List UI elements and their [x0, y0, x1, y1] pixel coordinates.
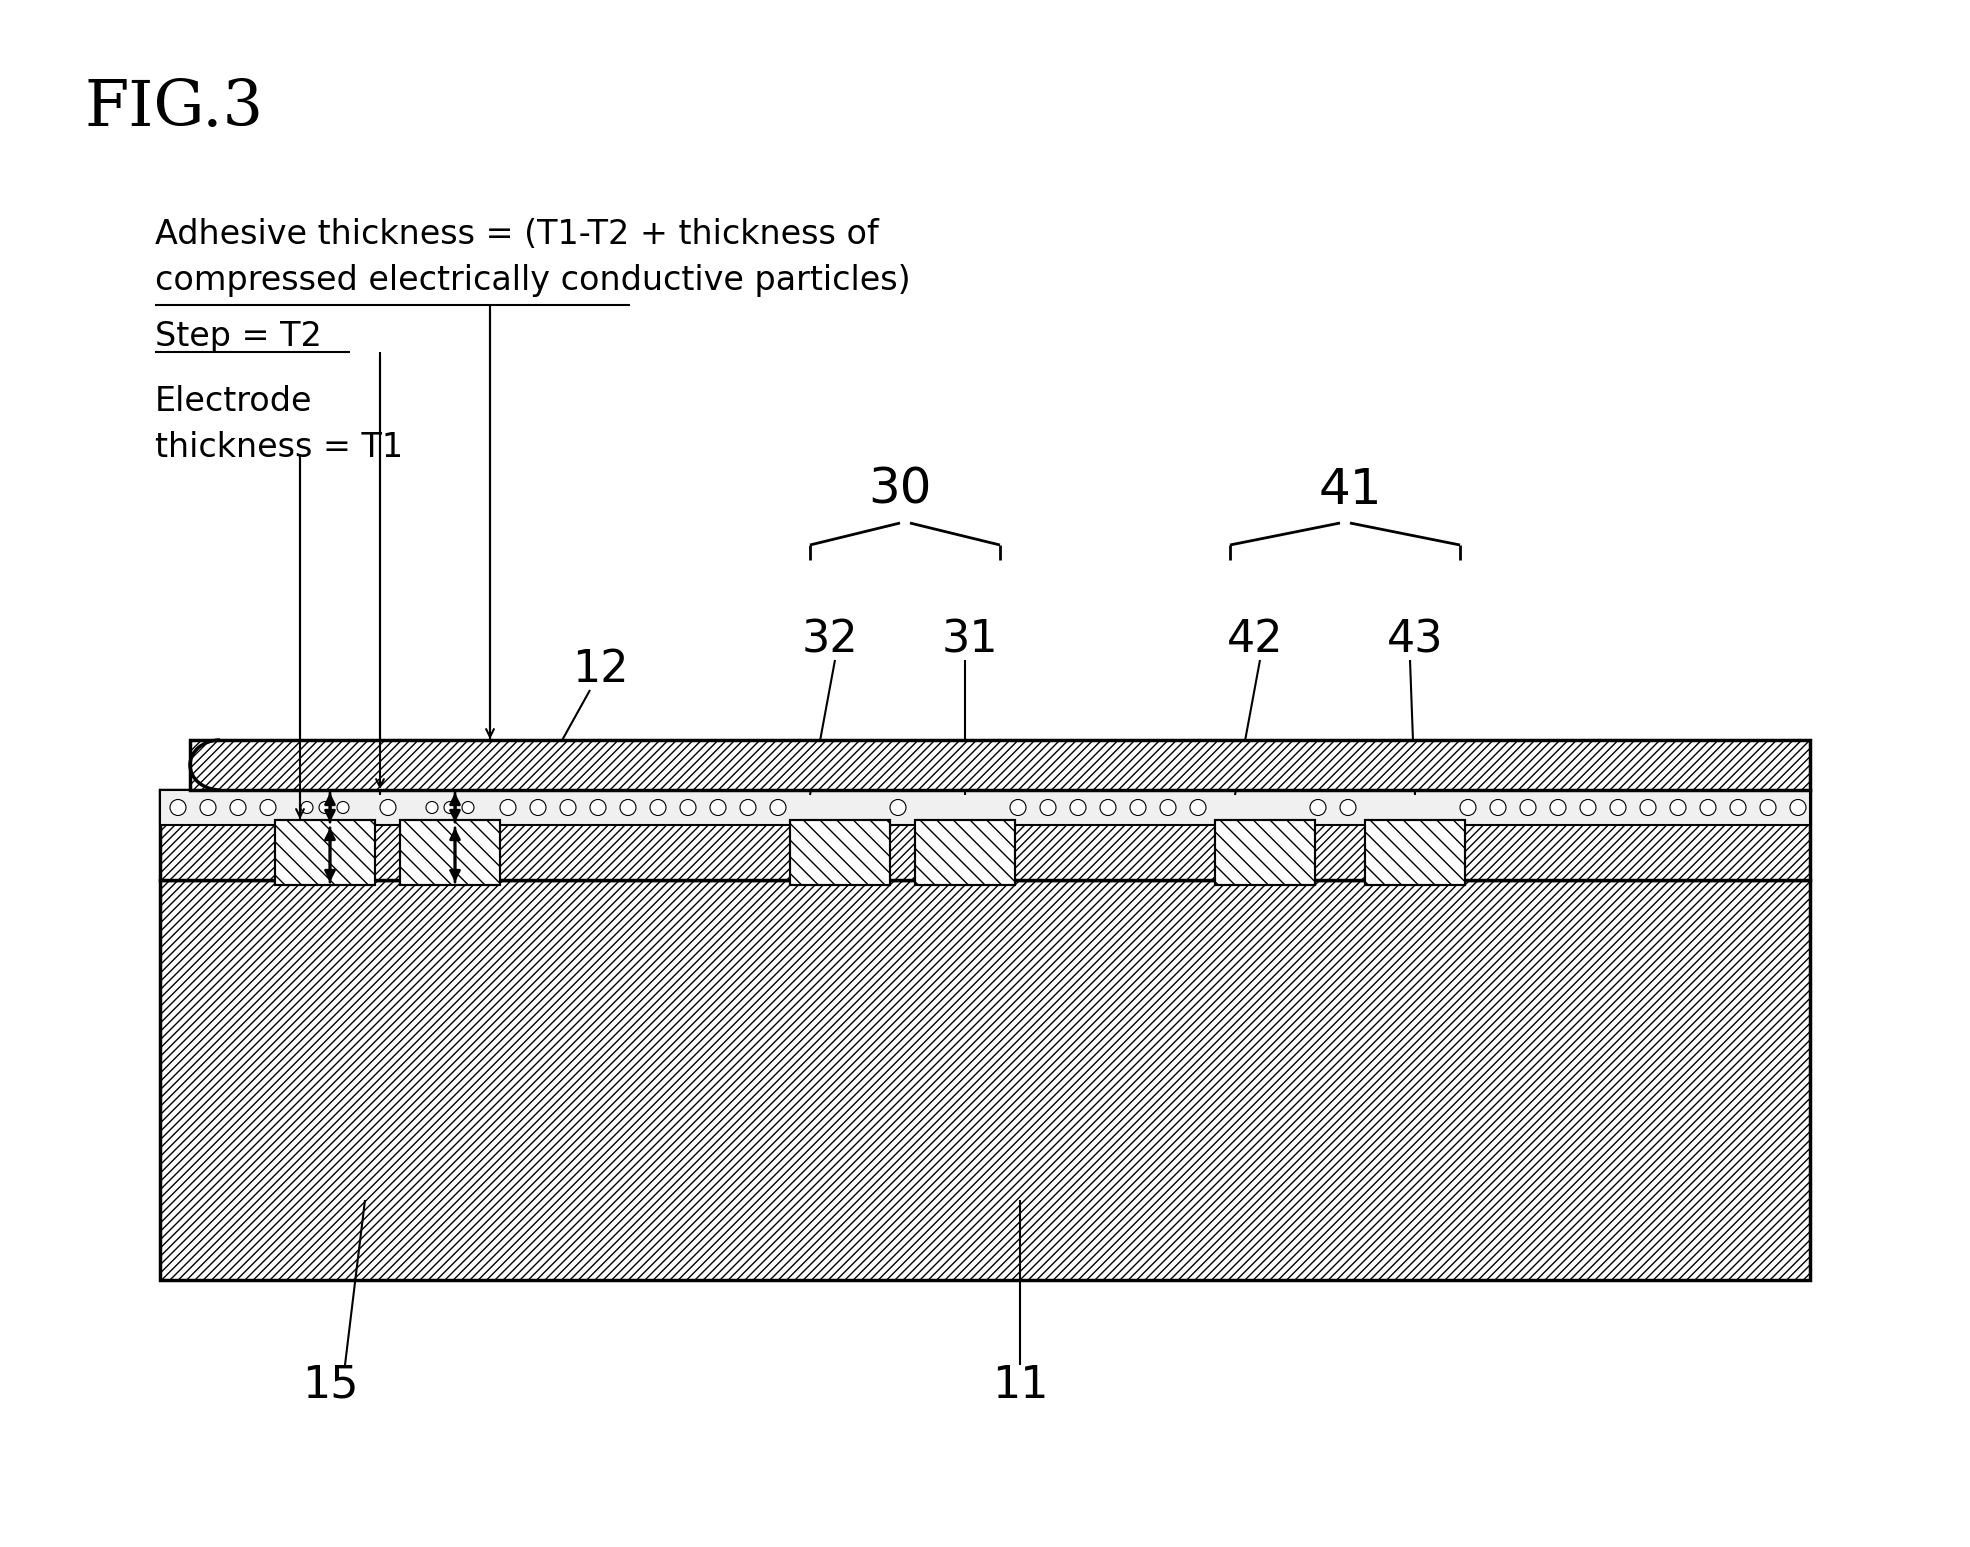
Circle shape [1730, 800, 1745, 815]
Bar [400, 820, 500, 885]
Circle shape [1759, 800, 1777, 815]
Circle shape [463, 801, 475, 814]
Text: Adhesive thickness = (T1-T2 + thickness of
compressed electrically conductive pa: Adhesive thickness = (T1-T2 + thickness … [156, 218, 910, 297]
Bar [160, 791, 1810, 880]
Text: Step = T2: Step = T2 [156, 320, 321, 353]
Bar [1365, 820, 1466, 885]
Bar [160, 880, 1810, 1279]
Bar [189, 739, 1810, 791]
Circle shape [1099, 800, 1115, 815]
Text: 31: 31 [942, 619, 999, 662]
Circle shape [230, 800, 246, 815]
Circle shape [319, 801, 331, 814]
Circle shape [260, 800, 276, 815]
Bar [1215, 820, 1316, 885]
Circle shape [443, 801, 455, 814]
Bar [160, 791, 1810, 825]
Circle shape [1460, 800, 1476, 815]
Text: 12: 12 [571, 648, 628, 692]
Circle shape [1070, 800, 1085, 815]
Circle shape [1489, 800, 1505, 815]
Text: FIG.3: FIG.3 [85, 77, 264, 139]
Circle shape [1011, 800, 1026, 815]
Bar [276, 820, 374, 885]
Text: 11: 11 [991, 1363, 1048, 1406]
Circle shape [426, 801, 437, 814]
Circle shape [169, 800, 185, 815]
Circle shape [530, 800, 546, 815]
Circle shape [1550, 800, 1566, 815]
Text: 43: 43 [1387, 619, 1444, 662]
Circle shape [1521, 800, 1537, 815]
Circle shape [770, 800, 786, 815]
Circle shape [500, 800, 516, 815]
Circle shape [890, 800, 906, 815]
Circle shape [1700, 800, 1716, 815]
Bar [1365, 820, 1466, 885]
Circle shape [621, 800, 636, 815]
Bar [276, 820, 374, 885]
Circle shape [1671, 800, 1686, 815]
Circle shape [301, 801, 313, 814]
Circle shape [1609, 800, 1625, 815]
Circle shape [589, 800, 607, 815]
Bar [1215, 820, 1316, 885]
Circle shape [1639, 800, 1657, 815]
Text: 41: 41 [1318, 466, 1381, 514]
Circle shape [741, 800, 756, 815]
Circle shape [1131, 800, 1147, 815]
Bar [790, 820, 890, 885]
Circle shape [1190, 800, 1206, 815]
Circle shape [680, 800, 695, 815]
Text: 15: 15 [301, 1363, 359, 1406]
Bar [790, 820, 890, 885]
Circle shape [380, 800, 396, 815]
Text: Electrode
thickness = T1: Electrode thickness = T1 [156, 385, 404, 464]
Circle shape [1580, 800, 1596, 815]
Bar [400, 820, 500, 885]
Circle shape [650, 800, 666, 815]
Circle shape [1040, 800, 1056, 815]
Text: 32: 32 [802, 619, 859, 662]
Circle shape [201, 800, 217, 815]
Circle shape [559, 800, 575, 815]
Bar [914, 820, 1015, 885]
Bar [914, 820, 1015, 885]
Circle shape [1340, 800, 1355, 815]
Circle shape [1791, 800, 1806, 815]
Text: 42: 42 [1227, 619, 1282, 662]
Circle shape [1160, 800, 1176, 815]
Circle shape [709, 800, 727, 815]
Circle shape [1310, 800, 1326, 815]
Text: 30: 30 [869, 466, 932, 514]
Circle shape [337, 801, 349, 814]
